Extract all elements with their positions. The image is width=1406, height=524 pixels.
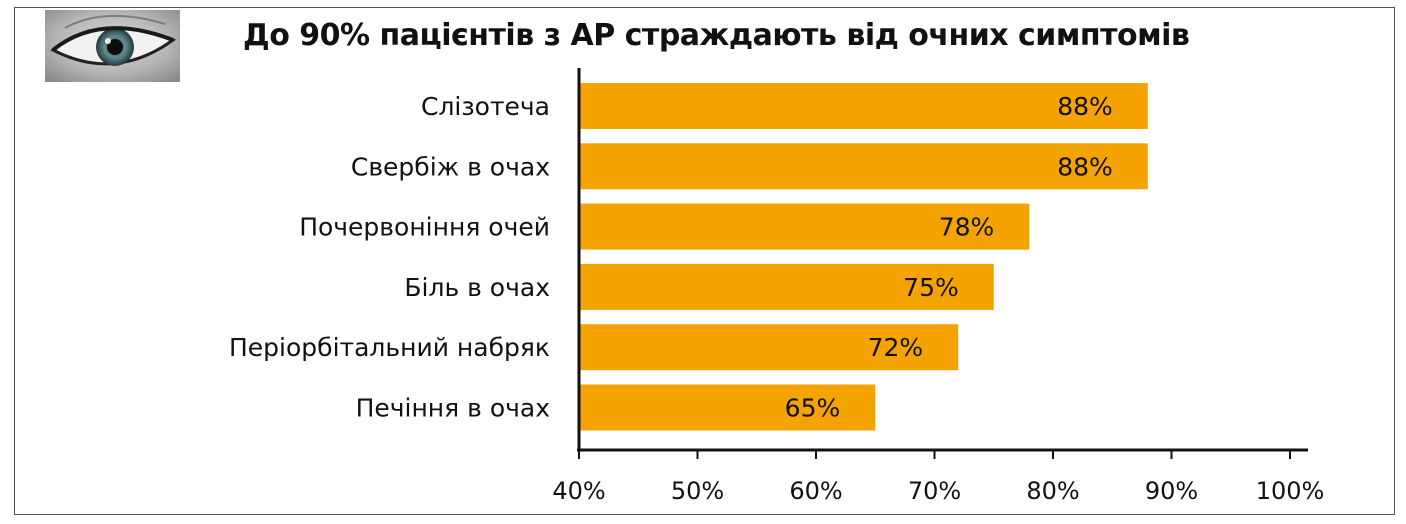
value-label: 75% bbox=[903, 273, 959, 302]
x-tick-label: 90% bbox=[1145, 477, 1198, 505]
value-label: 88% bbox=[1057, 92, 1113, 121]
bar bbox=[579, 324, 959, 371]
category-label: Біль в очах bbox=[404, 273, 550, 302]
value-label: 72% bbox=[868, 333, 924, 362]
value-label: 88% bbox=[1057, 152, 1113, 181]
value-label: 78% bbox=[939, 213, 995, 242]
value-label: 65% bbox=[785, 394, 841, 423]
bar bbox=[579, 203, 1030, 250]
category-label: Свербіж в очах bbox=[351, 152, 550, 181]
x-tick-label: 60% bbox=[789, 477, 842, 505]
bar bbox=[579, 83, 1148, 129]
category-label: Печіння в очах bbox=[356, 394, 550, 423]
bar bbox=[579, 263, 994, 310]
category-label: Слізотеча bbox=[421, 92, 550, 121]
category-label: Почервоніння очей bbox=[299, 213, 550, 242]
category-label: Періорбітальний набряк bbox=[229, 333, 550, 362]
eye-photo-icon bbox=[45, 10, 180, 82]
x-tick-label: 50% bbox=[671, 477, 724, 505]
bar bbox=[579, 384, 876, 431]
x-tick-label: 100% bbox=[1256, 477, 1325, 505]
chart-title: До 90% пацієнтів з АР страждають від очн… bbox=[243, 18, 1190, 53]
x-tick-label: 70% bbox=[908, 477, 961, 505]
x-tick-label: 40% bbox=[552, 477, 605, 505]
bar bbox=[579, 143, 1148, 190]
x-tick-label: 80% bbox=[1026, 477, 1079, 505]
